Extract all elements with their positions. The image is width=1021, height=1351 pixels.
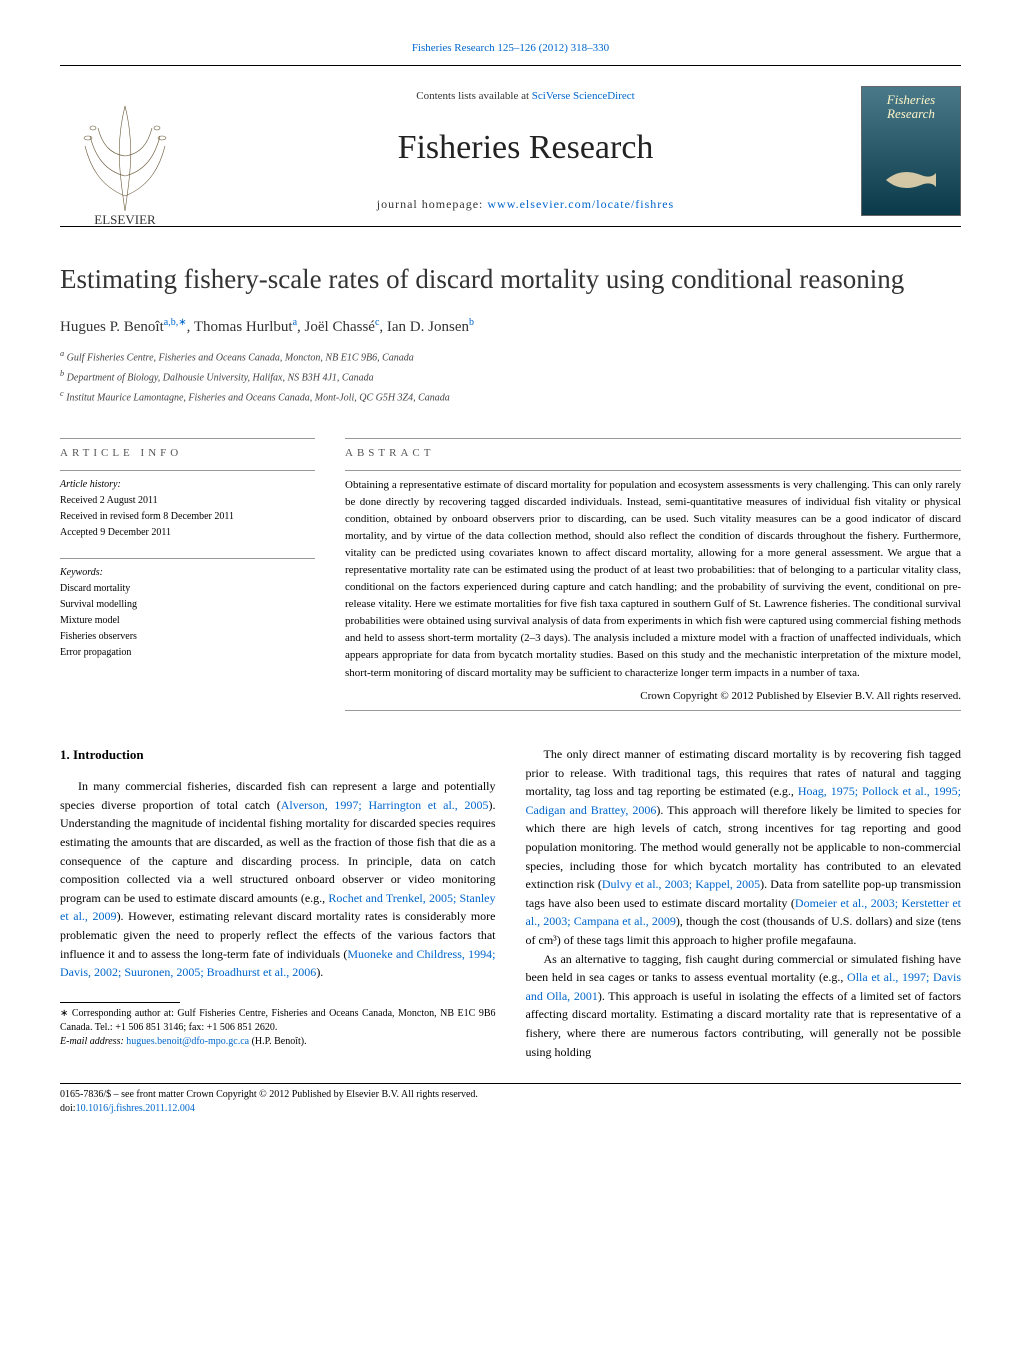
doi-link[interactable]: 10.1016/j.fishres.2011.12.004 bbox=[76, 1103, 195, 1114]
info-rule-kw bbox=[60, 558, 315, 559]
svg-text:ELSEVIER: ELSEVIER bbox=[94, 212, 156, 226]
history-label: Article history: bbox=[60, 477, 315, 492]
abstract: ABSTRACT Obtaining a representative esti… bbox=[345, 424, 961, 711]
abstract-copyright: Crown Copyright © 2012 Published by Else… bbox=[345, 688, 961, 705]
author-list: Hugues P. Benoîta,b,∗, Thomas Hurlbuta, … bbox=[60, 315, 961, 339]
keyword-4: Error propagation bbox=[60, 645, 315, 660]
contents-prefix: Contents lists available at bbox=[416, 90, 531, 102]
info-abstract-row: ARTICLE INFO Article history: Received 2… bbox=[60, 424, 961, 711]
ref-alverson[interactable]: Alverson, 1997; Harrington et al., 2005 bbox=[281, 798, 489, 812]
publisher-logo: ELSEVIER bbox=[60, 76, 190, 226]
corresponding-text: ∗ Corresponding author at: Gulf Fisherie… bbox=[60, 1007, 496, 1035]
corresponding-email: E-mail address: hugues.benoit@dfo-mpo.gc… bbox=[60, 1035, 496, 1049]
ref-hoag[interactable]: Hoag, 1975; Pollock et al., 1995; Cadiga… bbox=[526, 784, 962, 817]
ref-dulvy[interactable]: Dulvy et al., 2003; Kappel, 2005 bbox=[602, 877, 760, 891]
journal-name: Fisheries Research bbox=[190, 122, 861, 173]
author-0: Hugues P. Benoîta,b,∗ bbox=[60, 319, 187, 335]
abstract-rule-mid bbox=[345, 470, 961, 471]
body-col-left: 1. Introduction In many commercial fishe… bbox=[60, 745, 496, 1061]
masthead-center: Contents lists available at SciVerse Sci… bbox=[190, 88, 861, 214]
homepage-link[interactable]: www.elsevier.com/locate/fishres bbox=[487, 197, 674, 211]
author-2: Joël Chasséc bbox=[305, 319, 380, 335]
affiliation-c: c Institut Maurice Lamontagne, Fisheries… bbox=[60, 387, 961, 406]
left-para-0: In many commercial fisheries, discarded … bbox=[60, 777, 496, 982]
abstract-rule-bottom bbox=[345, 710, 961, 711]
abstract-text: Obtaining a representative estimate of d… bbox=[345, 477, 961, 682]
footer-meta: 0165-7836/$ – see front matter Crown Cop… bbox=[60, 1088, 961, 1116]
ref-rochet[interactable]: Rochet and Trenkel, 2005; Stanley et al.… bbox=[60, 891, 496, 924]
cover-fish-icon bbox=[881, 165, 941, 195]
email-link[interactable]: hugues.benoit@dfo-mpo.gc.ca bbox=[126, 1036, 249, 1047]
article-history: Article history: Received 2 August 2011 … bbox=[60, 477, 315, 540]
intro-heading: 1. Introduction bbox=[60, 745, 496, 765]
journal-homepage: journal homepage: www.elsevier.com/locat… bbox=[190, 195, 861, 213]
affiliation-b: b Department of Biology, Dalhousie Unive… bbox=[60, 367, 961, 386]
article-info-heading: ARTICLE INFO bbox=[60, 445, 315, 462]
affiliation-a: a Gulf Fisheries Centre, Fisheries and O… bbox=[60, 347, 961, 366]
ref-olla[interactable]: Olla et al., 1997; Davis and Olla, 2001 bbox=[526, 970, 962, 1003]
ref-domeier[interactable]: Domeier et al., 2003; Kerstetter et al.,… bbox=[526, 896, 962, 929]
ref-muoneke[interactable]: Muoneke and Childress, 1994; Davis, 2002… bbox=[60, 947, 496, 980]
info-rule-top bbox=[60, 438, 315, 439]
body-col-right: The only direct manner of estimating dis… bbox=[526, 745, 962, 1061]
right-para-1: As an alternative to tagging, fish caugh… bbox=[526, 950, 962, 1062]
footer-doi: doi:10.1016/j.fishres.2011.12.004 bbox=[60, 1102, 961, 1116]
abstract-rule-top bbox=[345, 438, 961, 439]
history-0: Received 2 August 2011 bbox=[60, 493, 315, 508]
masthead: ELSEVIER Contents lists available at Sci… bbox=[60, 66, 961, 227]
article-info: ARTICLE INFO Article history: Received 2… bbox=[60, 424, 315, 711]
keyword-3: Fisheries observers bbox=[60, 629, 315, 644]
cover-title: Fisheries Research bbox=[862, 93, 960, 122]
journal-cover: Fisheries Research bbox=[861, 86, 961, 216]
contents-line: Contents lists available at SciVerse Sci… bbox=[190, 88, 861, 105]
body-columns: 1. Introduction In many commercial fishe… bbox=[60, 745, 961, 1061]
keyword-1: Survival modelling bbox=[60, 597, 315, 612]
homepage-prefix: journal homepage: bbox=[377, 197, 488, 211]
keywords-label: Keywords: bbox=[60, 565, 315, 580]
article-title: Estimating fishery-scale rates of discar… bbox=[60, 259, 961, 300]
affiliations: a Gulf Fisheries Centre, Fisheries and O… bbox=[60, 347, 961, 407]
right-para-0: The only direct manner of estimating dis… bbox=[526, 745, 962, 950]
history-1: Received in revised form 8 December 2011 bbox=[60, 509, 315, 524]
citation-link[interactable]: Fisheries Research 125–126 (2012) 318–33… bbox=[60, 40, 961, 57]
sciencedirect-link[interactable]: SciVerse ScienceDirect bbox=[532, 90, 635, 102]
history-2: Accepted 9 December 2011 bbox=[60, 525, 315, 540]
abstract-heading: ABSTRACT bbox=[345, 445, 961, 462]
author-1: Thomas Hurlbuta bbox=[194, 319, 297, 335]
footnote-rule bbox=[60, 1002, 180, 1003]
footer-rule bbox=[60, 1083, 961, 1084]
keyword-2: Mixture model bbox=[60, 613, 315, 628]
author-3: Ian D. Jonsenb bbox=[387, 319, 474, 335]
keywords: Keywords: Discard mortality Survival mod… bbox=[60, 565, 315, 660]
corresponding-footnote: ∗ Corresponding author at: Gulf Fisherie… bbox=[60, 1007, 496, 1049]
keyword-0: Discard mortality bbox=[60, 581, 315, 596]
info-rule-mid bbox=[60, 470, 315, 471]
footer-line1: 0165-7836/$ – see front matter Crown Cop… bbox=[60, 1088, 961, 1102]
